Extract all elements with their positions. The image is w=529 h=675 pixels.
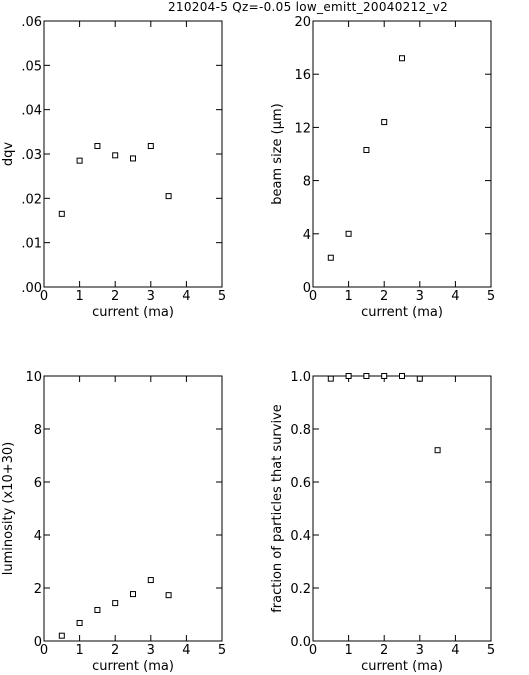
x-tick-label: 2: [111, 289, 119, 304]
y-tick-label: 10: [25, 370, 42, 385]
x-axis-label: current (ma): [361, 305, 443, 320]
y-tick-label: 0: [303, 281, 311, 296]
chart-panel-4: 0 1 2 3 4 5 0.0 0.2 0.4 0.6 0.8 1.0 current (ma) frac…: [270, 370, 495, 674]
y-tick-label: 0: [34, 635, 42, 650]
plot-frame: [43, 375, 223, 642]
x-tick-label: 4: [451, 289, 459, 304]
x-tick-label: 1: [344, 643, 352, 658]
x-tick-label: 5: [487, 643, 495, 658]
chart-panel-1: 0 1 2 3 4 5 .00 .01 .02 .03 .04 .05 .06 current (ma) d…: [1, 15, 226, 320]
y-axis-label: beam size (μm): [270, 103, 285, 204]
data-point: [112, 152, 119, 159]
data-point: [58, 210, 65, 217]
x-tick-label: 1: [344, 289, 352, 304]
y-tick-label: .00: [21, 281, 42, 296]
y-tick-label: 6: [34, 476, 42, 491]
x-tick-label: 3: [416, 289, 424, 304]
y-axis-label: luminosity (x10+30): [1, 442, 16, 575]
data-point: [399, 55, 405, 62]
y-tick-label: 0.6: [290, 476, 311, 491]
data-point: [381, 119, 388, 126]
data-point: [363, 373, 370, 379]
data-point: [327, 254, 334, 261]
data-point: [130, 591, 136, 598]
data-point: [147, 143, 154, 150]
data-point: [94, 143, 101, 150]
data-point: [416, 375, 423, 382]
y-tick-label: 0.0: [290, 635, 311, 650]
data-point: [327, 375, 334, 382]
data-point: [363, 147, 370, 154]
x-tick-label: 0: [40, 643, 48, 658]
data-point: [58, 632, 65, 639]
y-tick-label: 20: [294, 15, 311, 30]
data-point: [434, 447, 441, 454]
data-point: [345, 230, 352, 237]
y-tick-label: .06: [21, 15, 42, 30]
x-tick-label: 5: [218, 289, 226, 304]
y-tick-label: 0.4: [290, 529, 311, 544]
y-tick-label: 0.2: [290, 582, 311, 597]
data-point: [345, 373, 352, 379]
x-tick-label: 4: [182, 289, 190, 304]
y-tick-label: 4: [303, 228, 311, 243]
x-tick-label: 3: [147, 643, 155, 658]
data-point: [130, 155, 136, 162]
x-tick-label: 0: [309, 643, 317, 658]
y-tick-label: 0.8: [290, 423, 311, 438]
chart-panel-3: 0 1 2 3 4 5 0 2 4 6 8 10 current (ma) luminosity (x10…: [1, 370, 226, 674]
y-tick-label: 2: [34, 582, 42, 597]
y-tick-label: 12: [294, 121, 311, 136]
data-point: [381, 373, 388, 379]
y-tick-label: .01: [21, 237, 42, 252]
y-tick-label: 1.0: [290, 370, 311, 385]
y-tick-label: 16: [294, 68, 311, 83]
plot-frame: [312, 20, 492, 288]
data-point: [112, 600, 119, 607]
x-tick-label: 0: [309, 289, 317, 304]
x-tick-label: 1: [75, 289, 83, 304]
y-tick-label: .04: [21, 104, 42, 119]
data-point: [94, 606, 101, 613]
plot-frame: [43, 20, 223, 288]
y-tick-label: .05: [21, 59, 42, 74]
y-tick-label: .03: [21, 148, 42, 163]
x-tick-label: 4: [451, 643, 459, 658]
data-point: [399, 373, 405, 379]
x-tick-label: 0: [40, 289, 48, 304]
x-tick-label: 1: [75, 643, 83, 658]
data-point: [165, 193, 172, 200]
y-tick-label: 8: [303, 175, 311, 190]
y-axis-label: fraction of particles that survive: [270, 404, 285, 613]
y-axis-label: dqv: [1, 142, 16, 167]
x-tick-label: 2: [380, 643, 388, 658]
x-tick-label: 3: [416, 643, 424, 658]
x-axis-label: current (ma): [92, 659, 174, 674]
x-tick-label: 5: [487, 289, 495, 304]
y-tick-label: 4: [34, 529, 42, 544]
x-tick-label: 2: [111, 643, 119, 658]
data-point: [76, 619, 83, 626]
y-tick-label: .02: [21, 192, 42, 207]
x-tick-label: 5: [218, 643, 226, 658]
x-axis-label: current (ma): [92, 305, 174, 320]
plot-frame: [312, 375, 492, 642]
x-tick-label: 3: [147, 289, 155, 304]
x-tick-label: 2: [380, 289, 388, 304]
data-point: [165, 592, 172, 599]
data-point: [76, 157, 83, 164]
x-tick-label: 4: [182, 643, 190, 658]
y-tick-label: 8: [34, 423, 42, 438]
x-axis-label: current (ma): [361, 659, 443, 674]
figure-title: 210204-5 Qz=-0.05 low_emitt_20040212_v2: [168, 0, 449, 14]
data-point: [147, 577, 154, 584]
